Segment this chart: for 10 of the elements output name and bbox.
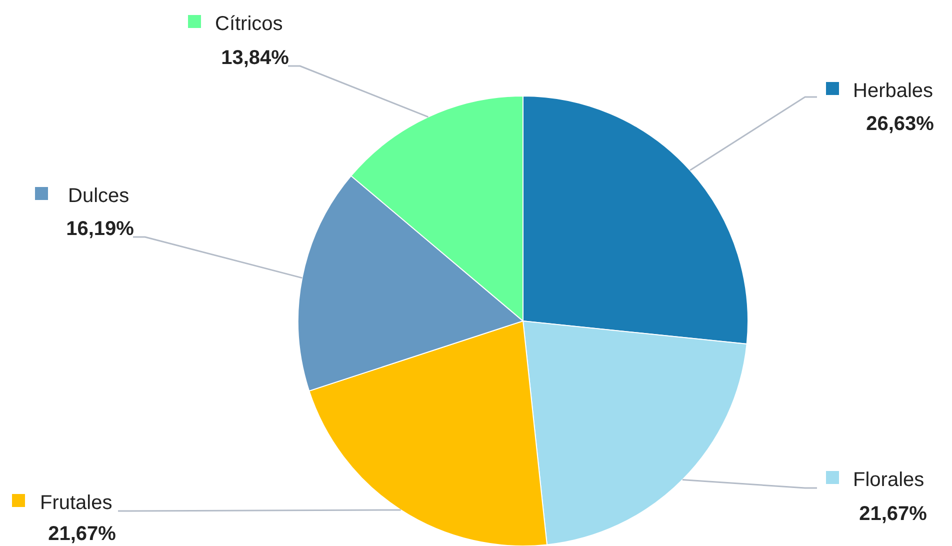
legend-label: Frutales	[40, 492, 112, 514]
data-label: 21,67%	[48, 523, 116, 545]
data-label: 21,67%	[859, 503, 928, 525]
data-label: 13,84%	[221, 47, 290, 69]
legend-label: Florales	[853, 469, 924, 491]
data-label: 16,19%	[66, 218, 134, 240]
legend-label: Dulces	[68, 185, 130, 207]
legend-label: Herbales	[853, 80, 934, 102]
data-label: 26,63%	[866, 113, 934, 135]
legend-label: Cítricos	[215, 13, 283, 35]
